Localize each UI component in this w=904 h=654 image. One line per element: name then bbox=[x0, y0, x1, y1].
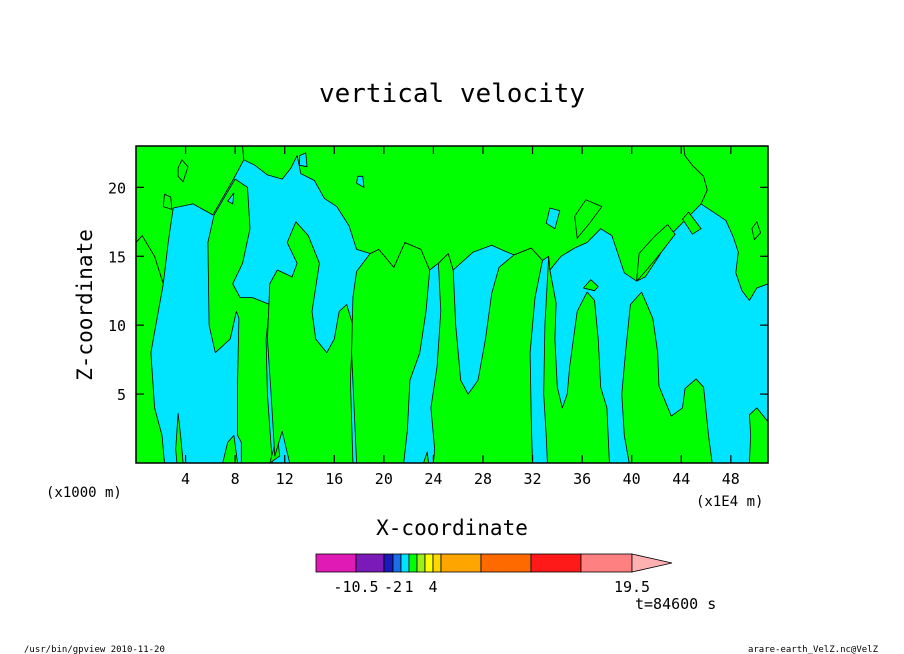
x-units-right: (x1E4 m) bbox=[696, 494, 763, 510]
positive-region-21 bbox=[177, 159, 189, 183]
colorbar-bin bbox=[440, 553, 482, 573]
negative-region-3 bbox=[356, 175, 365, 188]
positive-region-5 bbox=[266, 221, 354, 463]
positive-region-2 bbox=[222, 434, 239, 463]
x-tick-label: 12 bbox=[276, 470, 294, 488]
footer-left: /usr/bin/gpview 2010-11-20 bbox=[24, 645, 165, 654]
colorbar-bin bbox=[580, 553, 633, 573]
x-tick-label: 48 bbox=[722, 470, 740, 488]
x-axis-label: X-coordinate bbox=[376, 516, 528, 540]
y-tick-label: 20 bbox=[108, 179, 126, 197]
colorbar-bin bbox=[355, 553, 385, 573]
colorbar-label: 19.5 bbox=[614, 578, 650, 596]
positive-region-20 bbox=[162, 193, 173, 210]
positive-region-10 bbox=[621, 291, 713, 463]
positive-region-15 bbox=[636, 224, 676, 282]
y-tick-label: 10 bbox=[108, 317, 126, 335]
x-tick-label: 28 bbox=[474, 470, 492, 488]
colorbar: -10.5 -2 1 4 19.5 bbox=[315, 553, 673, 596]
footer-right: arare-earth_VelZ.nc@VelZ bbox=[748, 645, 879, 654]
x-tick-label: 44 bbox=[672, 470, 690, 488]
x-tick-label: 16 bbox=[325, 470, 343, 488]
positive-region-14 bbox=[683, 146, 768, 301]
positive-region-11 bbox=[749, 407, 768, 463]
colorbar-label: -10.5 bbox=[333, 578, 378, 596]
positive-region-8 bbox=[430, 247, 543, 463]
positive-region-7 bbox=[423, 451, 429, 463]
plot-frame bbox=[135, 145, 769, 464]
colorbar-bin bbox=[432, 553, 442, 573]
x-tick-label: 24 bbox=[424, 470, 442, 488]
x-tick-label: 36 bbox=[573, 470, 591, 488]
x-tick-label: 32 bbox=[524, 470, 542, 488]
positive-region-17 bbox=[682, 211, 702, 235]
x-tick-label: 4 bbox=[181, 470, 190, 488]
negative-region-2 bbox=[227, 192, 235, 205]
x-units-left: (x1000 m) bbox=[46, 485, 122, 501]
colorbar-bin bbox=[416, 553, 426, 573]
colorbar-label: 1 bbox=[404, 578, 413, 596]
contour-regions bbox=[136, 146, 768, 463]
colorbar-extend-arrow bbox=[631, 553, 673, 573]
colorbar-bin bbox=[408, 553, 418, 573]
negative-region-0 bbox=[545, 207, 561, 230]
colorbar-bin bbox=[400, 553, 410, 573]
positive-region-9 bbox=[543, 255, 610, 463]
colorbar-label: -2 bbox=[384, 578, 402, 596]
positive-region-12 bbox=[136, 146, 245, 285]
colorbar-bin bbox=[424, 553, 434, 573]
colorbar-bin bbox=[383, 553, 394, 573]
y-tick-label: 5 bbox=[117, 386, 126, 404]
x-tick-label: 8 bbox=[231, 470, 240, 488]
chart-title: vertical velocity bbox=[319, 79, 585, 109]
positive-region-1 bbox=[175, 412, 184, 463]
x-tick-label: 20 bbox=[375, 470, 393, 488]
colorbar-label: 4 bbox=[428, 578, 437, 596]
y-axis-label: Z-coordinate bbox=[73, 229, 97, 381]
positive-region-18 bbox=[751, 221, 761, 241]
time-label: t=84600 s bbox=[635, 595, 716, 613]
negative-region-1 bbox=[299, 152, 308, 168]
colorbar-bin bbox=[530, 553, 582, 573]
x-axis-ticks: 4 8 12 16 20 24 28 32 36 40 44 48 bbox=[181, 146, 740, 488]
colorbar-bin bbox=[392, 553, 402, 573]
y-axis-ticks: 5 10 15 20 bbox=[108, 179, 768, 404]
positive-region-19 bbox=[583, 279, 599, 292]
y-tick-label: 15 bbox=[108, 248, 126, 266]
colorbar-bin bbox=[480, 553, 532, 573]
colorbar-bin bbox=[315, 553, 357, 573]
positive-region-16 bbox=[574, 199, 603, 239]
x-tick-label: 40 bbox=[623, 470, 641, 488]
